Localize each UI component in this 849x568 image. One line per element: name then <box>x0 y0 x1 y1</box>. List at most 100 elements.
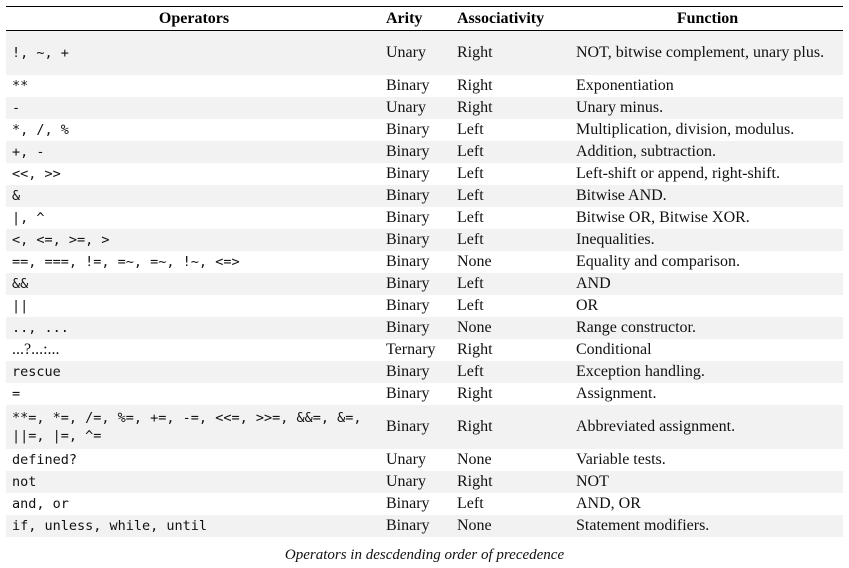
arity-cell: Binary <box>386 231 430 248</box>
arity-cell: Binary <box>386 165 430 182</box>
table-row: - Unary Right Unary minus. <box>6 97 843 119</box>
operator-cell: || <box>12 298 29 314</box>
header-operators: Operators <box>158 9 230 27</box>
function-cell: Inequalities. <box>576 231 655 248</box>
table-row: +, - Binary Left Addition, subtraction. <box>6 141 843 163</box>
operator-cell: not <box>12 474 37 490</box>
function-cell: AND <box>576 275 611 292</box>
operator-cell: rescue <box>12 364 61 380</box>
function-cell: Abbreviated assignment. <box>576 418 736 435</box>
operator-precedence-table: Operators Arity Associativity Function !… <box>6 6 843 537</box>
table-row: ...?...:... Ternary Right Conditional <box>6 339 843 361</box>
operator-cell: and, or <box>12 496 69 512</box>
operator-cell: ** <box>12 78 29 94</box>
associativity-cell: None <box>457 451 492 468</box>
function-cell: Equality and comparison. <box>576 253 740 270</box>
associativity-cell: Right <box>457 341 493 358</box>
table-row: && Binary Left AND <box>6 273 843 295</box>
function-cell: Statement modifiers. <box>576 517 710 534</box>
arity-cell: Binary <box>386 363 430 380</box>
function-cell: Variable tests. <box>576 451 666 468</box>
associativity-cell: Right <box>457 385 493 402</box>
header-row: Operators Arity Associativity Function <box>6 6 843 31</box>
arity-cell: Binary <box>386 385 430 402</box>
function-cell: Left-shift or append, right-shift. <box>576 165 780 182</box>
operator-cell: <<, >> <box>12 166 61 182</box>
function-cell: Bitwise OR, Bitwise XOR. <box>576 209 750 226</box>
table-row: if, unless, while, until Binary None Sta… <box>6 515 843 537</box>
function-cell: Range constructor. <box>576 319 696 336</box>
table-row: and, or Binary Left AND, OR <box>6 493 843 515</box>
function-cell: OR <box>576 297 599 314</box>
associativity-cell: Left <box>457 187 484 204</box>
table-row: = Binary Right Assignment. <box>6 383 843 405</box>
header-arity: Arity <box>386 9 423 27</box>
table-row: ==, ===, !=, =~, =~, !~, <=> Binary None… <box>6 251 843 273</box>
operator-cell: !, ~, + <box>12 45 69 61</box>
operator-cell: +, - <box>12 144 45 160</box>
associativity-cell: Right <box>457 418 493 435</box>
function-cell: NOT <box>576 473 609 490</box>
table-body: !, ~, + Unary Right NOT, bitwise complem… <box>6 30 843 537</box>
operator-cell: & <box>12 188 21 204</box>
table-caption: Operators in descdending order of preced… <box>284 547 565 563</box>
associativity-cell: Right <box>457 77 493 94</box>
function-cell: Exception handling. <box>576 363 705 380</box>
function-cell: Assignment. <box>576 385 657 402</box>
operator-cell: <, <=, >=, > <box>12 232 110 248</box>
associativity-cell: None <box>457 253 492 270</box>
arity-cell: Binary <box>386 495 430 512</box>
operator-cell: *, /, % <box>12 122 69 138</box>
operator-cell: - <box>12 100 21 116</box>
associativity-cell: Right <box>457 44 493 61</box>
table-row: **=, *=, /=, %=, +=, -=, <<=, >>=, &&=, … <box>6 405 843 449</box>
arity-cell: Binary <box>386 143 430 160</box>
arity-cell: Ternary <box>386 341 436 358</box>
associativity-cell: Right <box>457 473 493 490</box>
table-row: !, ~, + Unary Right NOT, bitwise complem… <box>6 30 843 75</box>
operator-cell: ==, ===, !=, =~, =~, !~, <=> <box>12 254 240 270</box>
arity-cell: Binary <box>386 418 430 435</box>
table-row: |, ^ Binary Left Bitwise OR, Bitwise XOR… <box>6 207 843 229</box>
associativity-cell: None <box>457 319 492 336</box>
table-row: <, <=, >=, > Binary Left Inequalities. <box>6 229 843 251</box>
associativity-cell: Left <box>457 275 484 292</box>
operator-cell: |, ^ <box>12 210 45 226</box>
table-row: rescue Binary Left Exception handling. <box>6 361 843 383</box>
arity-cell: Unary <box>386 473 426 490</box>
table-header: Operators Arity Associativity Function <box>6 6 843 31</box>
table-row: <<, >> Binary Left Left-shift or append,… <box>6 163 843 185</box>
table-row: .., ... Binary None Range constructor. <box>6 317 843 339</box>
arity-cell: Binary <box>386 187 430 204</box>
associativity-cell: Right <box>457 99 493 116</box>
arity-cell: Binary <box>386 275 430 292</box>
function-cell: Multiplication, division, modulus. <box>576 121 795 138</box>
table-row: not Unary Right NOT <box>6 471 843 493</box>
function-cell: NOT, bitwise complement, unary plus. <box>576 44 825 61</box>
function-cell: Bitwise AND. <box>576 187 667 204</box>
table-row: || Binary Left OR <box>6 295 843 317</box>
function-cell: Exponentiation <box>576 77 674 94</box>
table-row: ** Binary Right Exponentiation <box>6 75 843 97</box>
function-cell: Conditional <box>576 341 652 358</box>
associativity-cell: Left <box>457 231 484 248</box>
operator-cell: ...?...:... <box>12 341 60 358</box>
associativity-cell: Left <box>457 363 484 380</box>
arity-cell: Binary <box>386 121 430 138</box>
arity-cell: Binary <box>386 209 430 226</box>
operator-cell: defined? <box>12 452 78 468</box>
arity-cell: Binary <box>386 319 430 336</box>
table-row: & Binary Left Bitwise AND. <box>6 185 843 207</box>
arity-cell: Binary <box>386 253 430 270</box>
arity-cell: Unary <box>386 44 426 61</box>
function-cell: AND, OR <box>576 495 641 512</box>
associativity-cell: Left <box>457 209 484 226</box>
arity-cell: Unary <box>386 99 426 116</box>
arity-cell: Binary <box>386 77 430 94</box>
associativity-cell: Left <box>457 165 484 182</box>
function-cell: Unary minus. <box>576 99 664 116</box>
operator-cell: **=, *=, /=, %=, +=, -=, <<=, >>=, &&=, … <box>12 410 362 444</box>
operator-cell: .., ... <box>12 320 69 336</box>
header-function: Function <box>676 9 739 27</box>
function-cell: Addition, subtraction. <box>576 143 716 160</box>
